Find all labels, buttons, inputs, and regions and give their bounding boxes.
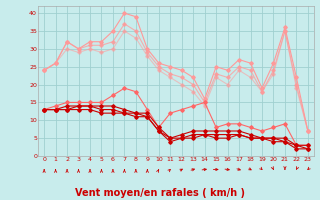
Text: Vent moyen/en rafales ( km/h ): Vent moyen/en rafales ( km/h ) xyxy=(75,188,245,198)
